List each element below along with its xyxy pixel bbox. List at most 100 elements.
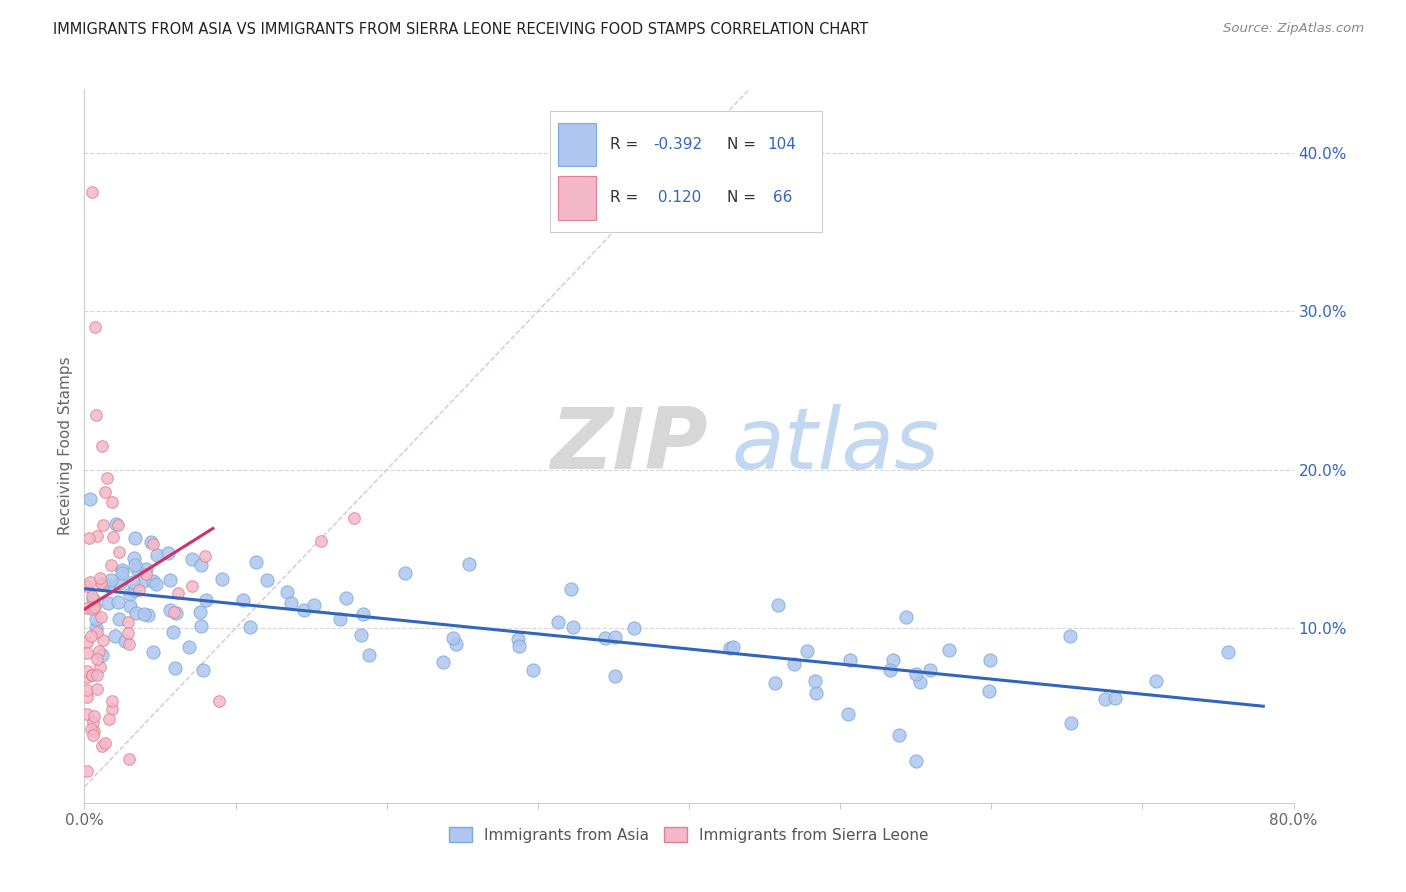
Point (329, 611, 352, 625)
Point (1144, 674, 1167, 689)
Point (122, 550, 145, 565)
Point (211, 572, 233, 586)
Point (89, 660, 111, 674)
Point (94, 736, 117, 750)
Point (145, 577, 167, 591)
Point (76, 682, 98, 697)
Point (100, 701, 122, 715)
Point (124, 531, 146, 545)
Point (100, 494, 122, 508)
Point (82, 714, 104, 729)
Point (117, 625, 139, 640)
Point (603, 630, 626, 644)
Point (352, 607, 374, 621)
Point (91, 439, 114, 453)
Point (104, 629, 127, 643)
Point (162, 625, 184, 640)
Point (84, 621, 107, 635)
Point (86, 652, 108, 666)
Point (444, 637, 467, 651)
Point (94, 485, 117, 500)
Point (86, 625, 108, 640)
Point (97, 596, 120, 610)
Point (132, 574, 155, 589)
Point (82, 728, 104, 742)
Text: ZIP: ZIP (550, 404, 707, 488)
Point (276, 584, 298, 599)
Point (80, 722, 103, 736)
Point (605, 669, 627, 683)
Point (84, 409, 107, 423)
Point (107, 518, 129, 533)
Point (122, 575, 145, 590)
Point (239, 619, 262, 633)
Point (163, 661, 186, 675)
Point (432, 655, 454, 669)
Point (91, 632, 114, 647)
Point (522, 663, 544, 677)
Point (194, 592, 217, 607)
Point (163, 605, 186, 619)
Point (83, 599, 105, 613)
Point (208, 694, 231, 708)
Point (977, 684, 1000, 698)
Point (721, 640, 744, 655)
Point (357, 648, 380, 663)
Point (894, 609, 917, 624)
Point (96, 471, 118, 485)
Point (188, 605, 211, 619)
Point (76, 707, 98, 722)
Point (80, 668, 103, 682)
Point (91, 517, 114, 532)
Point (134, 607, 156, 621)
Point (190, 619, 212, 633)
Point (882, 653, 904, 667)
Point (796, 644, 818, 658)
Point (118, 599, 141, 614)
Point (76, 634, 98, 648)
Point (83, 600, 105, 615)
Point (124, 582, 146, 597)
Point (177, 640, 200, 654)
Point (918, 663, 941, 677)
Point (146, 548, 169, 562)
Point (100, 558, 122, 572)
Point (142, 574, 165, 588)
Point (111, 566, 134, 580)
Text: IMMIGRANTS FROM ASIA VS IMMIGRANTS FROM SIERRA LEONE RECEIVING FOOD STAMPS CORRE: IMMIGRANTS FROM ASIA VS IMMIGRANTS FROM … (53, 22, 869, 37)
Point (91, 577, 114, 591)
Point (141, 537, 163, 551)
Point (905, 667, 928, 681)
Point (135, 562, 157, 576)
Point (938, 643, 960, 657)
Point (139, 535, 162, 549)
Point (839, 653, 862, 667)
Point (766, 598, 789, 612)
Point (302, 598, 325, 612)
Point (560, 582, 582, 596)
Point (86, 681, 108, 696)
Point (887, 728, 910, 742)
Point (335, 591, 357, 606)
Point (76, 764, 98, 778)
Point (84, 612, 107, 626)
Point (82, 592, 104, 607)
Point (547, 615, 569, 630)
Point (181, 552, 204, 566)
Point (508, 639, 530, 653)
Point (441, 631, 464, 645)
Point (232, 593, 254, 607)
Point (80, 668, 103, 682)
Point (111, 563, 134, 577)
Point (1059, 629, 1081, 643)
Legend: Immigrants from Asia, Immigrants from Sierra Leone: Immigrants from Asia, Immigrants from Si… (443, 821, 935, 848)
Point (98, 712, 121, 726)
Point (84, 320, 107, 334)
Point (159, 602, 181, 616)
Point (191, 663, 214, 677)
Point (107, 594, 129, 608)
Point (83, 709, 105, 723)
Point (908, 674, 931, 689)
Point (561, 620, 583, 634)
Point (77, 531, 100, 545)
